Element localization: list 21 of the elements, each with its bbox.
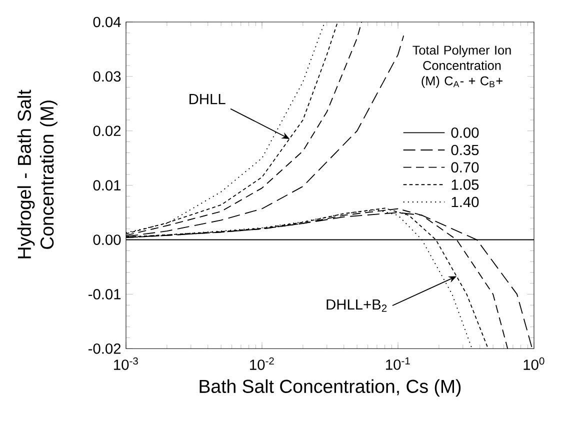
x-axis-title: Bath Salt Concentration, Cs (M)	[200, 379, 461, 397]
y-tick-label: 0.02	[93, 126, 121, 136]
legend-label: 0.35	[451, 144, 479, 156]
x-tick-label: 10$^{-2}$	[250, 357, 274, 370]
y-tick-label: 0.01	[93, 180, 121, 191]
legend-label: 0.70	[451, 162, 479, 173]
y-tick-label: 0.00	[93, 234, 121, 245]
legend-label: 1.40	[452, 196, 479, 208]
annotation: DHLL	[190, 94, 226, 104]
y-axis-title: Hydrogel - Bath Salt Concentration (M)	[17, 90, 58, 258]
legend-title: Total Polymer Ion Concentration (M) C$_{A}$- + C$_{B}$+	[412, 45, 511, 88]
y-tick-label: 0.04	[93, 16, 121, 28]
x-tick-label: 10$^{0}$	[524, 357, 544, 370]
y-tick-label: -0.01	[88, 289, 121, 300]
legend-label: 0.00	[451, 127, 479, 138]
legend-label: 1.05	[452, 179, 479, 190]
annotation: DHLL+B$_{2}$	[326, 299, 387, 312]
x-tick-label: 10$^{-3}$	[114, 357, 138, 370]
x-tick-label: 10$^{-1}$	[386, 357, 410, 370]
y-tick-label: 0.03	[93, 71, 121, 82]
y-tick-label: -0.02	[88, 343, 121, 354]
